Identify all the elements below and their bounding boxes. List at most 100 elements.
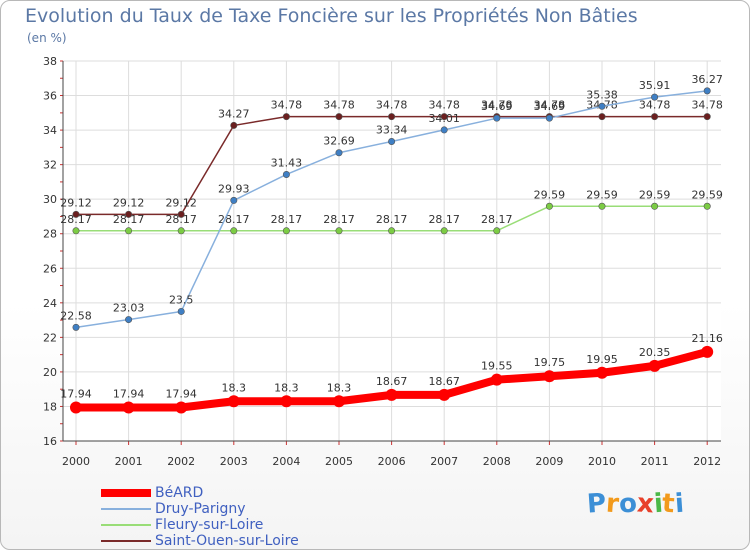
data-label: 19.95	[586, 353, 618, 366]
data-point	[280, 395, 293, 408]
logo-letter: x	[635, 488, 655, 520]
y-tick-label: 28	[43, 228, 57, 241]
legend-label: BéARD	[155, 485, 204, 501]
data-point	[122, 401, 135, 414]
x-tick-label: 2001	[115, 455, 143, 468]
data-label: 29.59	[691, 188, 723, 201]
legend-label: Saint-Ouen-sur-Loire	[155, 533, 299, 549]
data-label: 29.59	[586, 188, 618, 201]
data-point	[230, 227, 238, 235]
x-tick-label: 2010	[588, 455, 616, 468]
data-point	[72, 323, 80, 331]
data-label: 29.12	[60, 196, 92, 209]
data-point	[125, 227, 133, 235]
data-label: 34.78	[481, 99, 513, 112]
data-label: 34.78	[639, 99, 671, 112]
data-label: 28.17	[376, 213, 408, 226]
data-point	[440, 126, 448, 134]
data-point	[177, 210, 185, 218]
data-label: 34.78	[271, 99, 303, 112]
data-point	[703, 113, 711, 121]
data-point	[703, 202, 711, 210]
data-label: 28.17	[428, 213, 460, 226]
data-point	[175, 401, 188, 414]
data-point	[545, 114, 553, 122]
y-tick-label: 24	[43, 297, 57, 310]
data-point	[651, 113, 659, 121]
x-tick-label: 2011	[641, 455, 669, 468]
data-point	[177, 227, 185, 235]
data-point	[72, 227, 80, 235]
data-label: 28.17	[60, 213, 92, 226]
data-point	[493, 114, 501, 122]
data-point	[701, 345, 714, 358]
x-tick-label: 2000	[62, 455, 90, 468]
x-tick-label: 2003	[220, 455, 248, 468]
data-label: 34.69	[481, 100, 513, 113]
data-point	[333, 395, 345, 408]
data-label: 32.69	[323, 135, 355, 148]
x-tick-label: 2012	[693, 455, 721, 468]
data-label: 34.78	[428, 99, 460, 112]
data-point	[703, 87, 711, 95]
x-tick-label: 2007	[430, 455, 458, 468]
data-label: 28.17	[271, 213, 303, 226]
data-label: 21.16	[691, 332, 723, 345]
data-label: 34.27	[218, 107, 250, 120]
data-label: 22.58	[60, 309, 92, 322]
data-label: 33.34	[376, 123, 408, 136]
data-label: 34.78	[376, 99, 408, 112]
data-label: 20.35	[639, 346, 671, 359]
data-point	[177, 307, 185, 315]
data-point	[598, 202, 606, 210]
data-label: 34.01	[428, 112, 460, 125]
data-label: 23.5	[169, 293, 194, 306]
y-tick-label: 20	[43, 366, 57, 379]
data-label: 18.3	[222, 381, 247, 394]
data-label: 36.27	[691, 73, 723, 86]
x-tick-label: 2009	[535, 455, 563, 468]
data-label: 18.3	[274, 381, 299, 394]
data-label: 17.94	[165, 387, 197, 400]
data-label: 34.78	[323, 99, 355, 112]
data-label: 28.17	[323, 213, 355, 226]
x-tick-label: 2002	[167, 455, 195, 468]
data-label: 28.17	[165, 213, 197, 226]
legend-swatch	[101, 489, 151, 497]
data-label: 34.78	[534, 99, 566, 112]
data-point	[490, 373, 503, 386]
y-tick-label: 18	[43, 400, 57, 413]
data-label: 29.59	[639, 188, 671, 201]
legend-label: Fleury-sur-Loire	[155, 517, 264, 533]
data-label: 18.3	[327, 381, 352, 394]
data-point	[651, 93, 659, 101]
data-point	[335, 227, 343, 235]
legend-label: Druy-Parigny	[155, 501, 246, 517]
data-point	[125, 316, 133, 324]
data-label: 17.94	[60, 387, 92, 400]
data-point	[125, 210, 133, 218]
proxiti-logo: Proxiti	[586, 488, 685, 520]
data-label: 31.43	[271, 156, 303, 169]
data-label: 17.94	[113, 387, 145, 400]
data-label: 35.91	[639, 79, 671, 92]
data-point	[440, 113, 448, 121]
data-point	[282, 113, 290, 121]
data-point	[648, 359, 661, 372]
y-tick-label: 22	[43, 331, 57, 344]
data-point	[227, 395, 240, 408]
data-label: 19.75	[534, 356, 566, 369]
data-point	[230, 196, 238, 204]
data-label: 18.67	[428, 375, 460, 388]
data-point	[388, 113, 396, 121]
logo-letter: o	[617, 488, 638, 520]
data-point	[388, 137, 396, 145]
data-point	[493, 227, 501, 235]
data-label: 34.69	[534, 100, 566, 113]
data-point	[438, 388, 451, 401]
data-point	[596, 366, 608, 379]
x-tick-label: 2004	[272, 455, 300, 468]
data-label: 19.55	[481, 360, 513, 373]
